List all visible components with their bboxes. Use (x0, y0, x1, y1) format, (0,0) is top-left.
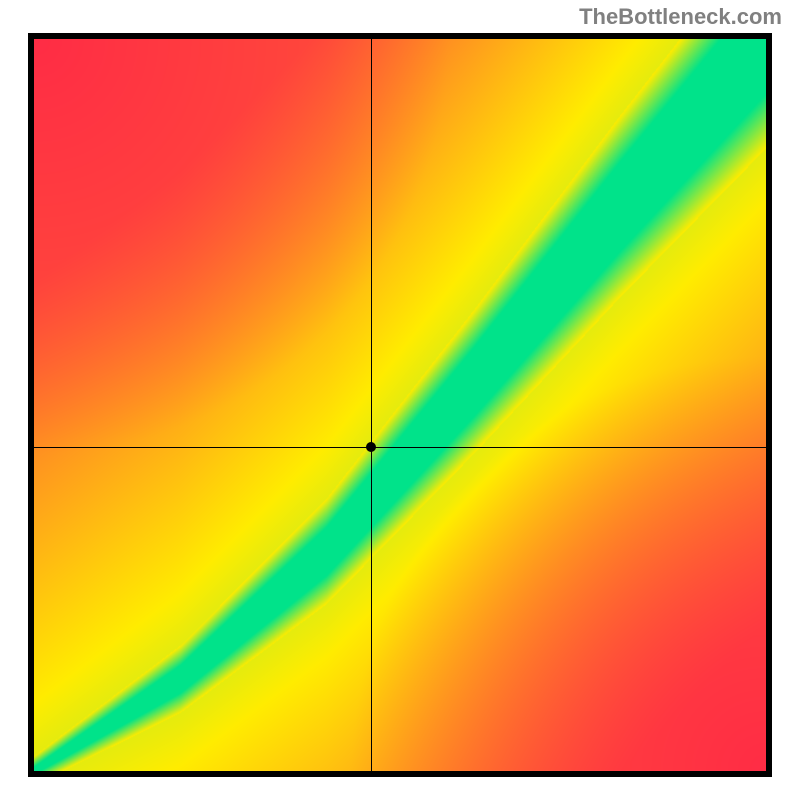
heatmap-canvas (34, 39, 766, 771)
crosshair-vertical (371, 39, 372, 771)
heatmap-plot (28, 33, 772, 777)
crosshair-horizontal (34, 447, 766, 448)
attribution-text: TheBottleneck.com (579, 4, 782, 30)
